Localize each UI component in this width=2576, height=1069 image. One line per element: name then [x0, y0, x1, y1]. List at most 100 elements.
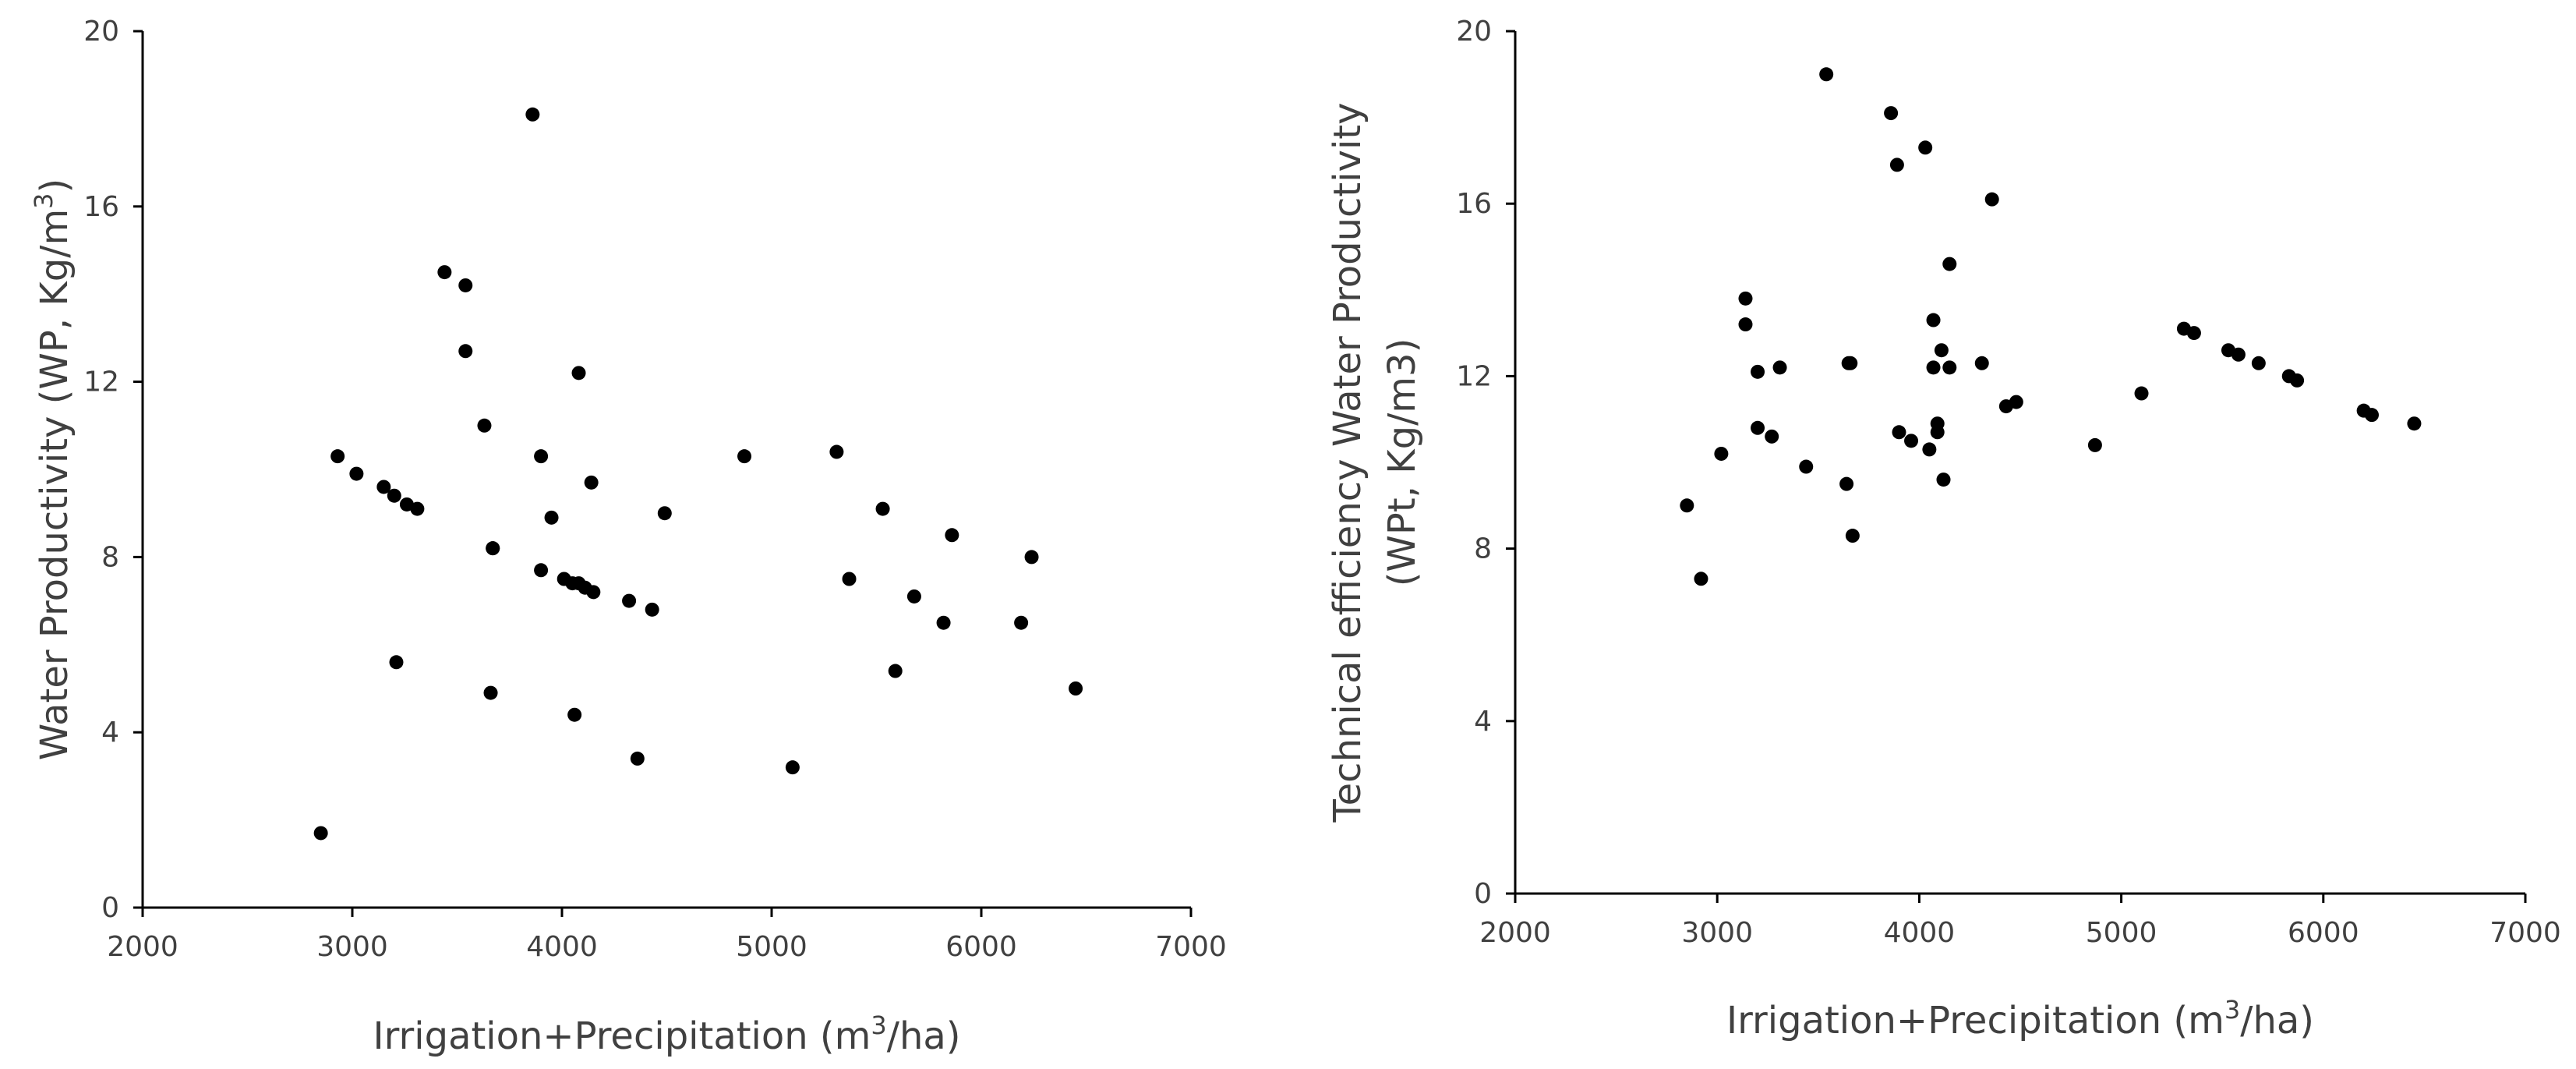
data-point: [630, 751, 645, 766]
data-point: [1772, 360, 1787, 375]
data-point: [1904, 434, 1919, 448]
data-point: [399, 497, 414, 511]
data-point: [936, 615, 951, 630]
x-axis-ticks: 2000 3000 4000 5000 6000 7000: [1479, 894, 2561, 949]
data-point: [1936, 473, 1951, 487]
data-point: [544, 510, 559, 525]
data-point: [1918, 140, 1933, 155]
x-tick-label: 6000: [2288, 917, 2359, 949]
y-tick-label: 4: [1474, 706, 1492, 738]
data-point: [2231, 347, 2246, 362]
data-point: [330, 449, 345, 464]
data-point: [486, 541, 500, 556]
data-point: [2134, 386, 2149, 401]
data-point: [1751, 420, 1765, 435]
data-point: [1922, 442, 1937, 457]
data-point: [1819, 67, 1834, 82]
data-point: [1751, 364, 1765, 379]
data-point: [313, 826, 328, 841]
data-point: [2407, 416, 2422, 431]
x-tick-label: 3000: [1681, 917, 1753, 949]
data-point: [1974, 356, 1989, 370]
data-point: [2290, 373, 2305, 388]
data-point: [1694, 572, 1708, 586]
y-tick-label: 8: [101, 541, 119, 573]
data-point: [842, 572, 857, 586]
chart-water-productivity: 2000 3000 4000 5000 6000 7000 0 4 8 12 16 20 Irrig…: [29, 16, 1227, 1058]
data-point: [567, 707, 582, 722]
x-tick-label: 7000: [1155, 931, 1227, 963]
y-axis-title: Water Productivity (WP, Kg/m3): [29, 179, 76, 761]
y-axis-title-line-2: (WPt, Kg/m3): [1380, 338, 1424, 587]
x-tick-label: 6000: [945, 931, 1017, 963]
x-tick-label: 5000: [736, 931, 807, 963]
y-tick-label: 20: [1456, 16, 1492, 48]
data-point: [2186, 326, 2201, 341]
y-tick-label: 16: [83, 191, 119, 223]
y-axis-title-line-1: Technical efficiency Water Productivity: [1326, 102, 1369, 823]
y-tick-label: 12: [1456, 360, 1492, 392]
data-point: [888, 664, 903, 678]
data-point: [525, 107, 540, 122]
chart-technical-efficiency-water-productivity: 2000 3000 4000 5000 6000 7000 0 4 8 12 16 20 Irrig…: [1326, 16, 2561, 1042]
data-point: [376, 480, 391, 494]
data-point: [875, 501, 890, 516]
data-point: [389, 655, 404, 670]
x-tick-label: 2000: [1479, 917, 1551, 949]
data-point: [1738, 317, 1753, 332]
y-tick-label: 0: [101, 892, 119, 924]
data-point: [1926, 360, 1941, 375]
data-point: [645, 602, 659, 617]
y-tick-label: 0: [1474, 878, 1492, 910]
data-point: [1839, 476, 1854, 491]
points-layer: [1680, 67, 2422, 586]
x-axis-title: Irrigation+Precipitation (m3/ha): [373, 1011, 960, 1058]
y-tick-label: 12: [83, 366, 119, 398]
data-point: [387, 488, 401, 503]
data-point: [2251, 356, 2266, 370]
x-tick-label: 4000: [526, 931, 598, 963]
y-tick-label: 8: [1474, 533, 1492, 565]
data-point: [1930, 425, 1945, 440]
data-point: [1799, 459, 1814, 474]
data-point: [1738, 291, 1753, 306]
data-point: [1942, 360, 1957, 375]
data-point: [584, 475, 599, 490]
data-point: [737, 449, 752, 464]
y-tick-label: 16: [1456, 188, 1492, 220]
data-point: [1934, 343, 1949, 358]
x-axis-title: Irrigation+Precipitation (m3/ha): [1726, 995, 2314, 1042]
data-point: [1680, 498, 1694, 513]
data-point: [1889, 158, 1904, 172]
data-point: [571, 366, 586, 381]
data-point: [1984, 192, 1999, 207]
x-tick-label: 3000: [316, 931, 388, 963]
data-point: [1892, 425, 1906, 440]
data-point: [2087, 437, 2102, 452]
data-point: [1926, 313, 1941, 327]
data-point: [1845, 529, 1860, 543]
x-axis-ticks: 2000 3000 4000 5000 6000 7000: [107, 908, 1227, 963]
x-tick-label: 2000: [107, 931, 178, 963]
data-point: [458, 344, 473, 359]
data-point: [906, 589, 921, 604]
data-point: [1884, 106, 1899, 121]
data-point: [622, 593, 637, 608]
data-point: [483, 685, 498, 700]
data-point: [657, 506, 672, 521]
data-point: [1014, 615, 1029, 630]
data-point: [829, 444, 844, 459]
data-point: [1714, 446, 1729, 461]
y-axis-ticks: 0 4 8 12 16 20: [83, 16, 143, 924]
x-tick-label: 4000: [1884, 917, 1956, 949]
data-point: [586, 585, 601, 600]
data-point: [1024, 550, 1039, 565]
data-point: [945, 528, 959, 543]
data-point: [534, 449, 549, 464]
data-point: [437, 265, 452, 280]
data-point: [477, 418, 492, 433]
y-axis-ticks: 0 4 8 12 16 20: [1456, 16, 1515, 910]
data-point: [2009, 395, 2023, 409]
data-point: [1843, 356, 1858, 370]
